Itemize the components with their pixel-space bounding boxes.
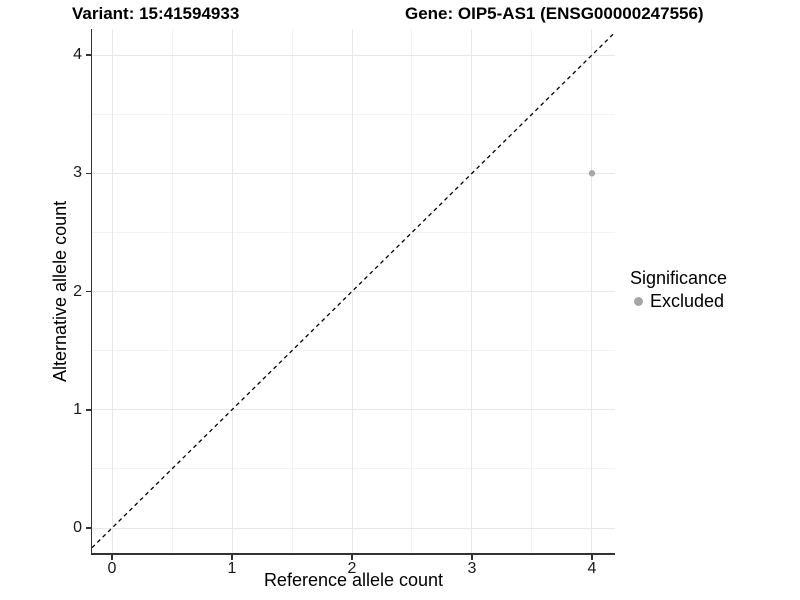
gridline-y-major: [92, 527, 615, 529]
variant-title: Variant: 15:41594933: [72, 4, 240, 23]
legend-items: Excluded: [630, 291, 727, 312]
y-axis-line: [90, 29, 92, 555]
gridline-y-major: [92, 409, 615, 411]
plot-panel: [91, 29, 616, 553]
x-axis-title: Reference allele count: [263, 570, 444, 590]
gridline-y-minor: [92, 350, 615, 352]
x-tick: [471, 554, 473, 560]
gridline-y-major: [92, 54, 615, 56]
x-tick-label: 3: [467, 560, 477, 577]
legend-title: Significance: [630, 268, 728, 288]
gridline-y-minor: [92, 231, 615, 233]
x-tick-label: 0: [107, 560, 117, 577]
gridline-y-major: [92, 291, 615, 292]
x-tick: [351, 554, 353, 560]
data-point: [588, 170, 596, 177]
y-tick-label: 0: [73, 519, 82, 536]
y-tick: [85, 290, 91, 293]
y-tick: [85, 409, 91, 411]
x-tick: [231, 554, 233, 560]
y-tick: [85, 54, 91, 56]
x-tick: [111, 554, 113, 560]
y-tick-label: 3: [73, 164, 82, 182]
x-tick-label: 1: [227, 560, 237, 577]
x-tick-label: 4: [587, 560, 597, 577]
x-tick-label: 2: [347, 560, 357, 577]
legend: Significance Excluded: [630, 268, 727, 312]
gene-title: Gene: OIP5-AS1 (ENSG00000247556): [405, 4, 704, 23]
gridline-y-minor: [92, 113, 615, 115]
gridline-y-major: [92, 172, 615, 174]
identity-dashed-line: [91, 31, 616, 549]
y-tick-label: 1: [73, 400, 82, 418]
y-tick: [85, 172, 91, 174]
x-tick: [591, 554, 593, 560]
legend-item: Excluded: [630, 291, 727, 312]
legend-point-icon: [634, 297, 643, 306]
y-tick: [85, 527, 91, 529]
y-tick-label: 4: [73, 46, 82, 63]
legend-item-label: Excluded: [650, 291, 725, 311]
gridline-y-minor: [92, 468, 615, 470]
plot-draw-layer: [91, 31, 616, 549]
y-tick-label: 2: [73, 282, 82, 300]
x-axis-line: [90, 553, 615, 555]
